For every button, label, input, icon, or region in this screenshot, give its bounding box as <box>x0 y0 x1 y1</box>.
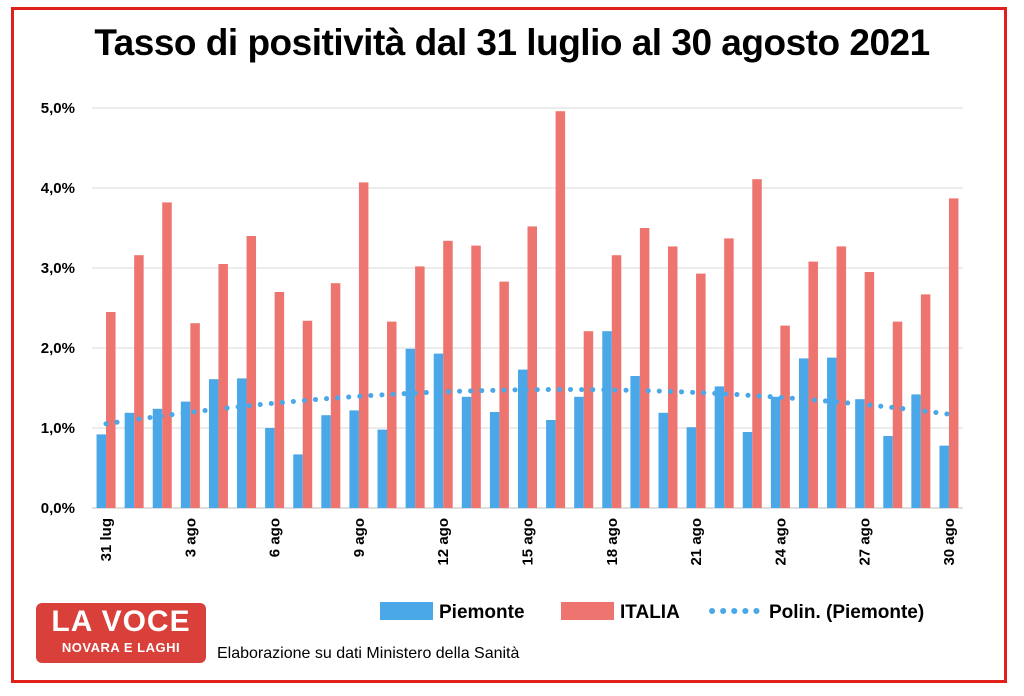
trendline-piemonte <box>103 387 952 427</box>
bar-italia <box>471 245 481 508</box>
legend-label-italia: ITALIA <box>620 602 680 623</box>
bar-italia <box>106 312 116 508</box>
bar-piemonte <box>321 415 331 508</box>
bar-italia <box>892 321 903 508</box>
bar-piemonte <box>770 396 781 508</box>
logo-line2: NOVARA E LAGHI <box>61 640 181 655</box>
bar-italia <box>583 331 594 508</box>
x-tick-label: 12 ago <box>435 518 452 566</box>
bar-piemonte <box>939 445 949 508</box>
bar-piemonte <box>911 394 921 508</box>
bar-italia <box>443 240 453 509</box>
bar-italia <box>724 238 734 508</box>
bar-italia <box>274 292 285 508</box>
bar-piemonte <box>124 412 135 508</box>
bar-piemonte <box>602 331 612 508</box>
bar-piemonte <box>630 376 640 508</box>
x-tick-label: 27 ago <box>857 518 874 566</box>
legend-label-trendline: Polin. (Piemonte) <box>769 602 924 623</box>
y-tick-label: 3,0% <box>41 260 75 277</box>
bar-piemonte <box>883 436 893 508</box>
chart-title: Tasso di positività dal 31 luglio al 30 … <box>94 22 930 63</box>
bar-piemonte <box>152 408 163 508</box>
legend-label-piemonte: Piemonte <box>439 602 525 623</box>
x-tick-label: 15 ago <box>520 518 537 566</box>
bar-italia <box>387 321 397 508</box>
legend-swatch-italia <box>561 602 614 620</box>
bar-italia <box>639 228 650 508</box>
bar-italia <box>611 255 622 508</box>
bar-piemonte <box>461 396 472 508</box>
bar-italia <box>696 273 706 508</box>
bar-italia <box>302 320 313 508</box>
bar-italia <box>246 236 257 508</box>
bar-italia <box>190 323 200 508</box>
bar-italia <box>752 179 762 508</box>
x-tick-label: 30 ago <box>941 518 958 566</box>
bar-piemonte <box>237 378 247 508</box>
bar-italia <box>134 255 144 508</box>
bar-italia <box>358 182 369 508</box>
bar-piemonte <box>714 386 725 508</box>
bar-italia <box>667 246 678 508</box>
bar-piemonte <box>855 399 865 508</box>
x-tick-label: 18 ago <box>604 518 621 566</box>
bar-italia <box>527 226 537 508</box>
bar-piemonte <box>208 379 219 508</box>
la-voce-logo: LA VOCE NOVARA E LAGHI <box>36 603 206 663</box>
bar-piemonte <box>546 420 556 508</box>
y-tick-label: 5,0% <box>41 100 75 117</box>
bar-piemonte <box>489 412 500 508</box>
bar-piemonte <box>742 432 753 508</box>
bar-piemonte <box>518 369 528 508</box>
y-tick-label: 1,0% <box>41 420 75 437</box>
x-tick-label: 9 ago <box>351 518 368 557</box>
bar-piemonte <box>658 412 668 508</box>
bar-italia <box>836 246 847 508</box>
bar-piemonte <box>798 358 809 508</box>
bar-italia <box>864 272 875 508</box>
x-tick-label: 3 ago <box>182 518 199 557</box>
bar-italia <box>808 261 818 508</box>
bar-piemonte <box>265 428 275 508</box>
bar-italia <box>555 111 566 508</box>
bar-italia <box>415 266 425 508</box>
logo-line1: LA VOCE <box>51 605 191 638</box>
x-tick-label: 31 lug <box>98 518 115 561</box>
bar-italia <box>162 202 172 508</box>
x-tick-label: 24 ago <box>772 518 789 566</box>
x-tick-label: 6 ago <box>267 518 284 557</box>
bar-piemonte <box>349 410 359 508</box>
bar-italia <box>330 283 341 508</box>
bar-piemonte <box>574 396 584 508</box>
legend-swatch-piemonte <box>380 602 433 620</box>
bar-piemonte <box>405 348 416 508</box>
bar-italia <box>780 325 790 508</box>
bar-piemonte <box>96 434 107 508</box>
x-tick-label: 21 ago <box>688 518 705 566</box>
bar-piemonte <box>180 401 191 508</box>
bar-italia <box>948 198 959 508</box>
y-tick-label: 0,0% <box>41 500 75 517</box>
bar-piemonte <box>686 427 697 508</box>
bar-italia <box>218 264 228 508</box>
bar-italia <box>499 281 509 508</box>
bar-piemonte <box>827 357 837 508</box>
y-tick-label: 4,0% <box>41 180 75 197</box>
y-tick-label: 2,0% <box>41 340 75 357</box>
bar-italia <box>920 294 931 508</box>
bar-piemonte <box>433 353 444 508</box>
source-note: Elaborazione su dati Ministero della San… <box>217 645 520 662</box>
bar-piemonte <box>293 454 303 508</box>
bar-piemonte <box>377 429 388 508</box>
